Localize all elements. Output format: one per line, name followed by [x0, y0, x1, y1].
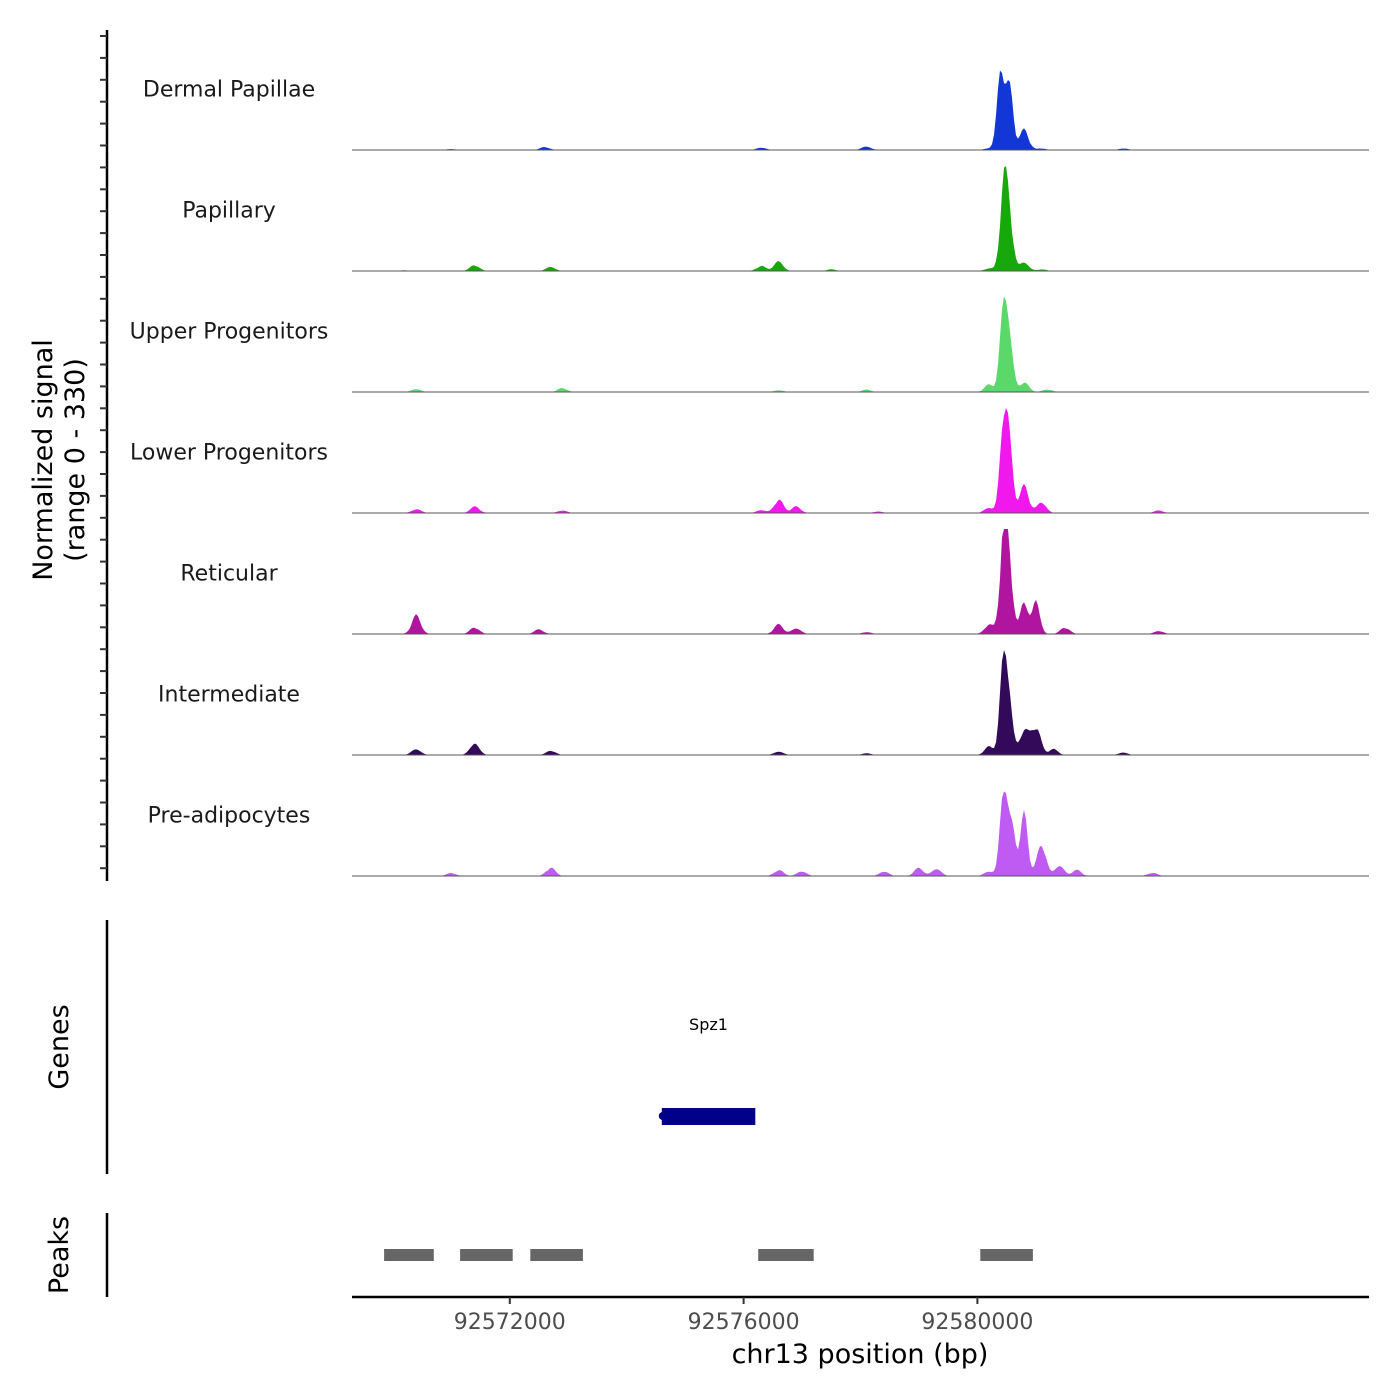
y-axis-range: (range 0 - 330)	[60, 358, 91, 562]
track-intermediate: Intermediate	[158, 650, 1369, 756]
coverage-area	[352, 529, 1369, 634]
track-label: Intermediate	[158, 683, 300, 708]
track-upper-progenitors: Upper Progenitors	[130, 296, 1369, 393]
track-label: Lower Progenitors	[130, 441, 328, 466]
x-axis-title: chr13 position (bp)	[732, 1339, 989, 1370]
x-tick-label: 92576000	[688, 1310, 800, 1335]
peak-region	[530, 1249, 583, 1261]
track-papillary: Papillary	[182, 166, 1369, 272]
track-label: Pre-adipocytes	[148, 804, 311, 829]
gene-strand-marker	[658, 1112, 667, 1120]
peak-region	[460, 1249, 513, 1261]
track-label: Dermal Papillae	[143, 78, 315, 103]
track-label: Reticular	[180, 562, 278, 587]
x-tick-label: 92572000	[454, 1310, 566, 1335]
coverage-area	[352, 408, 1369, 513]
peak-region	[980, 1249, 1033, 1261]
x-axis-ticks: 92572000 92576000 92580000	[454, 1297, 1033, 1335]
peak-region	[758, 1249, 814, 1261]
coverage-area	[352, 791, 1369, 876]
y-axis-ticks	[100, 35, 107, 870]
track-lower-progenitors: Lower Progenitors	[130, 408, 1369, 514]
gene-annotations: Spz1	[658, 1015, 756, 1125]
track-label: Papillary	[182, 199, 276, 224]
track-dermal-papillae: Dermal Papillae	[143, 70, 1369, 151]
track-label: Upper Progenitors	[130, 320, 329, 345]
coverage-tracks: Dermal Papillae Papillary Upper Progenitor…	[130, 70, 1369, 877]
peaks-panel-title: Peaks	[44, 1216, 75, 1294]
coverage-area	[352, 166, 1369, 271]
gene-label: Spz1	[689, 1015, 728, 1034]
track-pre-adipocytes: Pre-adipocytes	[148, 791, 1369, 877]
coverage-area	[352, 70, 1369, 150]
x-tick-label: 92580000	[921, 1310, 1033, 1335]
gene-body	[661, 1108, 756, 1125]
peak-annotations	[384, 1249, 1033, 1261]
peak-region	[384, 1249, 434, 1261]
y-axis-title: Normalized signal	[28, 339, 59, 581]
coverage-area	[352, 650, 1369, 755]
track-reticular: Reticular	[180, 529, 1369, 635]
coverage-area	[352, 296, 1369, 392]
genes-panel-title: Genes	[44, 1004, 75, 1089]
